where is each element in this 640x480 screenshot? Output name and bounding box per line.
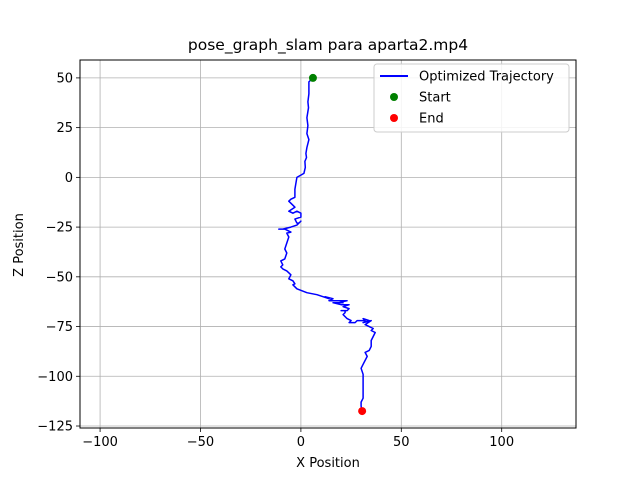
trajectory-line (278, 77, 376, 412)
x-tick-label: −100 (82, 435, 118, 450)
legend-marker-swatch (390, 93, 398, 101)
legend: Optimized Trajectory Start End (373, 63, 570, 133)
y-tick-label: −100 (37, 370, 73, 385)
y-tick-label: −25 (46, 221, 73, 236)
ticks: −100 −50 0 50 100 50 25 0 −25 −50 −75 −100 −125 (37, 71, 514, 450)
legend-label: End (419, 112, 444, 127)
legend-marker-swatch (390, 114, 398, 122)
y-axis-label: Z Position (12, 213, 27, 277)
y-tick-label: −75 (46, 320, 73, 335)
legend-label: Start (419, 91, 451, 106)
y-tick-label: 25 (56, 121, 73, 136)
x-tick-label: 100 (489, 435, 514, 450)
x-tick-label: 50 (393, 435, 410, 450)
start-marker (308, 73, 317, 82)
x-axis-label: X Position (296, 456, 360, 471)
chart-title: pose_graph_slam para aparta2.mp4 (188, 36, 468, 55)
legend-label: Optimized Trajectory (419, 70, 554, 85)
y-tick-label: −50 (46, 270, 73, 285)
grid (80, 60, 576, 428)
axes-frame (79, 59, 577, 429)
end-marker (358, 407, 367, 416)
x-tick-label: −50 (187, 435, 214, 450)
legend-box (373, 63, 570, 133)
plot-area (278, 73, 376, 416)
y-tick-label: −125 (37, 420, 73, 435)
y-tick-label: 50 (56, 71, 73, 86)
x-tick-label: 0 (297, 435, 305, 450)
y-tick-label: 0 (65, 171, 73, 186)
